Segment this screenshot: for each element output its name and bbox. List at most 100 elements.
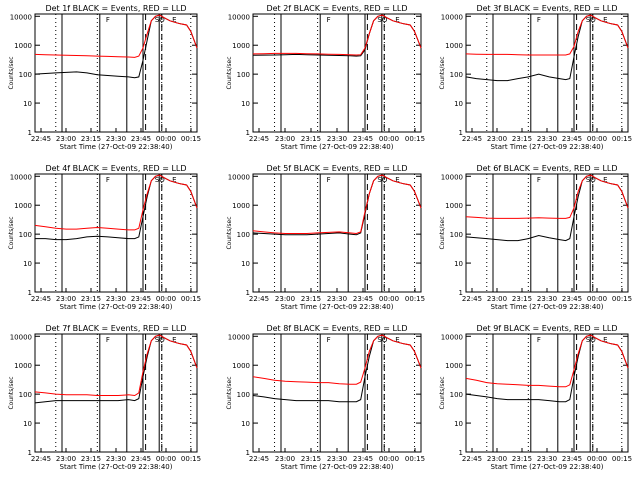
y-axis-label: Counts/sec (439, 216, 446, 249)
x-tick-label: 00:15 (612, 455, 632, 463)
series-line-lld (465, 14, 629, 56)
x-tick-label: 23:30 (106, 135, 126, 143)
panel-det-7: Det 7f BLACK = Events, RED = LLD 1 10 100 10… (8, 324, 201, 471)
x-tick-label: 23:00 (487, 455, 507, 463)
x-tick-label: 23:15 (81, 455, 101, 463)
panel-title: Det 9f BLACK = Events, RED = LLD (476, 324, 617, 333)
x-tick-label: 00:15 (612, 295, 632, 303)
y-axis-label: Counts/sec (226, 216, 233, 249)
x-axis-label: Start Time (27-Oct-09 22:38:40) (491, 143, 604, 151)
marker-label: SO (586, 16, 596, 24)
marker-label: SO (155, 16, 165, 24)
panel-title: Det 6f BLACK = Events, RED = LLD (476, 164, 617, 173)
y-axis-label: Counts/sec (439, 56, 446, 89)
x-axis-label: Start Time (27-Oct-09 22:38:40) (281, 143, 394, 151)
y-tick-label: 10 (23, 420, 32, 428)
y-tick-label: 100 (237, 391, 250, 399)
y-tick-label: 100 (19, 71, 32, 79)
y-tick-label: 10000 (228, 333, 250, 341)
y-tick-label: 1 (459, 449, 463, 457)
x-tick-label: 22:45 (249, 455, 269, 463)
x-tick-label: 00:00 (587, 455, 607, 463)
x-tick-label: 00:00 (587, 135, 607, 143)
marker-label: SO (377, 16, 387, 24)
x-axis-label: Start Time (27-Oct-09 22:38:40) (491, 463, 604, 471)
y-tick-label: 1 (459, 129, 463, 137)
y-tick-label: 1000 (232, 202, 250, 210)
x-tick-label: 23:15 (301, 295, 321, 303)
x-tick-label: 00:00 (156, 455, 176, 463)
y-tick-label: 1000 (14, 362, 32, 370)
x-tick-label: 22:45 (462, 455, 482, 463)
x-tick-label: 23:00 (56, 455, 76, 463)
x-tick-label: 23:45 (353, 135, 373, 143)
marker-label: F (537, 336, 541, 344)
y-tick-label: 10 (23, 260, 32, 268)
x-tick-label: 00:00 (156, 135, 176, 143)
x-tick-label: 23:45 (131, 135, 151, 143)
x-tick-label: 23:15 (512, 295, 532, 303)
x-axis-label: Start Time (27-Oct-09 22:38:40) (281, 303, 394, 311)
plot-frame (465, 13, 629, 133)
y-tick-label: 1000 (445, 202, 463, 210)
y-tick-label: 10 (454, 420, 463, 428)
y-tick-label: 1000 (232, 42, 250, 50)
x-tick-label: 23:00 (275, 295, 295, 303)
x-tick-label: 00:15 (181, 295, 201, 303)
marker-label: E (395, 16, 399, 24)
y-tick-label: 1 (246, 129, 250, 137)
x-tick-label: 23:45 (131, 455, 151, 463)
plot-frame (252, 13, 422, 133)
y-tick-label: 10000 (228, 13, 250, 21)
x-axis-label: Start Time (27-Oct-09 22:38:40) (60, 143, 173, 151)
x-tick-label: 00:00 (587, 295, 607, 303)
y-tick-label: 100 (237, 231, 250, 239)
y-tick-label: 10 (454, 260, 463, 268)
y-tick-label: 1000 (14, 42, 32, 50)
marker-label: E (395, 336, 399, 344)
x-tick-label: 22:45 (31, 455, 51, 463)
x-axis-label: Start Time (27-Oct-09 22:38:40) (281, 463, 394, 471)
x-tick-label: 22:45 (249, 135, 269, 143)
plot-frame (465, 173, 629, 293)
panel-det-2: Det 2f BLACK = Events, RED = LLD 1 10 100 10… (226, 4, 425, 151)
plot-frame (34, 173, 198, 293)
y-axis-label: Counts/sec (8, 56, 15, 89)
x-tick-label: 23:30 (327, 295, 347, 303)
y-tick-label: 10000 (441, 13, 463, 21)
y-axis-label: Counts/sec (8, 216, 15, 249)
plot-frame (465, 333, 629, 453)
marker-label: E (172, 336, 176, 344)
x-tick-label: 23:30 (327, 455, 347, 463)
y-tick-label: 10000 (441, 333, 463, 341)
panel-title: Det 1f BLACK = Events, RED = LLD (45, 4, 186, 13)
panel-title: Det 2f BLACK = Events, RED = LLD (266, 4, 407, 13)
y-tick-label: 1 (28, 129, 32, 137)
panel-title: Det 3f BLACK = Events, RED = LLD (476, 4, 617, 13)
plot-frame (34, 333, 198, 453)
series-line-events (35, 174, 198, 241)
x-tick-label: 23:00 (487, 295, 507, 303)
y-tick-label: 1000 (445, 42, 463, 50)
x-tick-label: 23:00 (56, 295, 76, 303)
y-axis-label: Counts/sec (8, 376, 15, 409)
marker-label: F (327, 16, 331, 24)
y-tick-label: 1 (246, 289, 250, 297)
x-tick-label: 00:15 (181, 455, 201, 463)
x-tick-label: 23:45 (131, 295, 151, 303)
y-tick-label: 100 (19, 231, 32, 239)
x-axis-label: Start Time (27-Oct-09 22:38:40) (491, 303, 604, 311)
x-tick-label: 23:45 (353, 455, 373, 463)
x-tick-label: 23:00 (56, 135, 76, 143)
x-tick-label: 00:15 (405, 295, 425, 303)
y-tick-label: 10 (241, 100, 250, 108)
marker-label: SO (586, 176, 596, 184)
y-tick-label: 10000 (228, 173, 250, 181)
marker-label: SO (586, 336, 596, 344)
y-tick-label: 10000 (10, 13, 32, 21)
x-axis-label: Start Time (27-Oct-09 22:38:40) (60, 463, 173, 471)
marker-label: E (172, 16, 176, 24)
x-tick-label: 00:15 (181, 135, 201, 143)
panel-det-6: Det 6f BLACK = Events, RED = LLD 1 10 100 10… (439, 164, 632, 311)
series-line-events (34, 14, 198, 79)
